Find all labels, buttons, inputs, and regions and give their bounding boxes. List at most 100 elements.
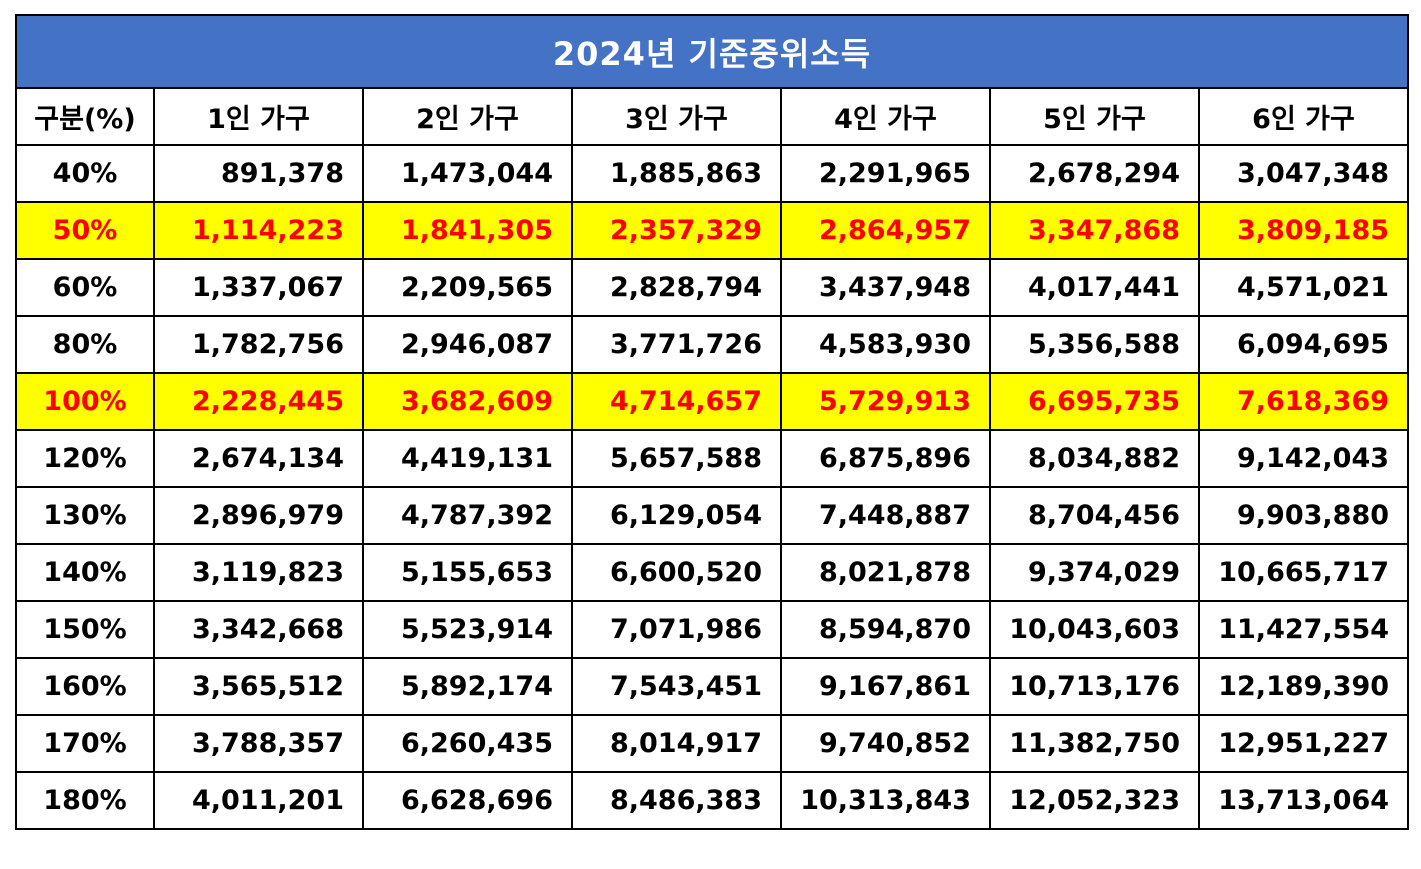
- income-cell-household-2: 5,892,174: [362, 657, 573, 716]
- income-cell-household-4: 3,437,948: [780, 258, 991, 317]
- table-title: 2024년 기준중위소득: [14, 14, 1410, 89]
- income-cell-household-5: 10,043,603: [989, 600, 1200, 659]
- income-cell-household-4: 9,167,861: [780, 657, 991, 716]
- income-cell-household-2: 1,473,044: [362, 144, 573, 203]
- title-row: 2024년 기준중위소득: [14, 14, 1410, 89]
- income-cell-household-3: 4,714,657: [571, 372, 782, 431]
- income-cell-household-6: 12,189,390: [1197, 657, 1410, 716]
- income-cell-household-4: 9,740,852: [780, 714, 991, 773]
- row-label: 100%: [15, 372, 155, 431]
- income-cell-household-2: 2,209,565: [362, 258, 573, 317]
- income-cell-household-5: 12,052,323: [989, 771, 1200, 830]
- income-cell-household-5: 5,356,588: [989, 315, 1200, 374]
- income-cell-household-3: 5,657,588: [571, 429, 782, 488]
- income-cell-household-2: 4,419,131: [362, 429, 573, 488]
- income-cell-household-4: 8,594,870: [780, 600, 991, 659]
- income-cell-household-5: 8,034,882: [989, 429, 1200, 488]
- income-cell-household-2: 2,946,087: [362, 315, 573, 374]
- table-body: 40% 891,378 1,473,044 1,885,863 2,291,965 2,6…: [15, 144, 1410, 830]
- header-row: 구분(%) 1인 가구 2인 가구 3인 가구 4인 가구 5인 가구 6인 가…: [15, 87, 1410, 146]
- income-cell-household-3: 2,828,794: [571, 258, 782, 317]
- income-cell-household-1: 4,011,201: [153, 771, 364, 830]
- income-cell-household-4: 10,313,843: [780, 771, 991, 830]
- table-row: 100% 2,228,445 3,682,609 4,714,657 5,729,913…: [15, 372, 1410, 431]
- row-label: 40%: [15, 144, 155, 203]
- income-cell-household-6: 11,427,554: [1197, 600, 1410, 659]
- income-cell-household-1: 2,896,979: [153, 486, 364, 545]
- income-cell-household-2: 3,682,609: [362, 372, 573, 431]
- income-cell-household-6: 6,094,695: [1197, 315, 1410, 374]
- header-household-4: 4인 가구: [780, 87, 991, 146]
- table-row: 40% 891,378 1,473,044 1,885,863 2,291,965 2,6…: [15, 144, 1410, 203]
- income-cell-household-2: 5,155,653: [362, 543, 573, 602]
- income-cell-household-2: 6,260,435: [362, 714, 573, 773]
- row-label: 160%: [15, 657, 155, 716]
- table-row: 80% 1,782,756 2,946,087 3,771,726 4,583,930 5…: [15, 315, 1410, 374]
- income-cell-household-1: 1,114,223: [153, 201, 364, 260]
- income-cell-household-3: 1,885,863: [571, 144, 782, 203]
- income-cell-household-3: 6,600,520: [571, 543, 782, 602]
- income-cell-household-5: 3,347,868: [989, 201, 1200, 260]
- income-cell-household-5: 9,374,029: [989, 543, 1200, 602]
- header-household-1: 1인 가구: [153, 87, 364, 146]
- median-income-table: 2024년 기준중위소득 구분(%) 1인 가구 2인 가구 3인 가구 4인 …: [14, 14, 1410, 830]
- income-cell-household-5: 10,713,176: [989, 657, 1200, 716]
- income-cell-household-4: 4,583,930: [780, 315, 991, 374]
- header-category: 구분(%): [15, 87, 155, 146]
- income-cell-household-4: 2,291,965: [780, 144, 991, 203]
- median-income-table-container: 2024년 기준중위소득 구분(%) 1인 가구 2인 가구 3인 가구 4인 …: [14, 14, 1410, 830]
- header-household-5: 5인 가구: [989, 87, 1200, 146]
- header-household-2: 2인 가구: [362, 87, 573, 146]
- row-label: 170%: [15, 714, 155, 773]
- income-cell-household-3: 2,357,329: [571, 201, 782, 260]
- income-cell-household-3: 8,486,383: [571, 771, 782, 830]
- income-cell-household-5: 8,704,456: [989, 486, 1200, 545]
- header-household-3: 3인 가구: [571, 87, 782, 146]
- income-cell-household-6: 12,951,227: [1197, 714, 1410, 773]
- income-cell-household-3: 3,771,726: [571, 315, 782, 374]
- income-cell-household-1: 3,565,512: [153, 657, 364, 716]
- income-cell-household-4: 7,448,887: [780, 486, 991, 545]
- table-row: 170% 3,788,357 6,260,435 8,014,917 9,740,852…: [15, 714, 1410, 773]
- income-cell-household-2: 4,787,392: [362, 486, 573, 545]
- income-cell-household-4: 2,864,957: [780, 201, 991, 260]
- row-label: 130%: [15, 486, 155, 545]
- row-label: 150%: [15, 600, 155, 659]
- income-cell-household-1: 1,337,067: [153, 258, 364, 317]
- income-cell-household-4: 8,021,878: [780, 543, 991, 602]
- income-cell-household-3: 7,543,451: [571, 657, 782, 716]
- income-cell-household-2: 5,523,914: [362, 600, 573, 659]
- income-cell-household-6: 13,713,064: [1197, 771, 1410, 830]
- income-cell-household-3: 8,014,917: [571, 714, 782, 773]
- income-cell-household-5: 2,678,294: [989, 144, 1200, 203]
- income-cell-household-1: 2,674,134: [153, 429, 364, 488]
- table-row: 120% 2,674,134 4,419,131 5,657,588 6,875,896…: [15, 429, 1410, 488]
- income-cell-household-1: 3,119,823: [153, 543, 364, 602]
- row-label: 60%: [15, 258, 155, 317]
- income-cell-household-3: 7,071,986: [571, 600, 782, 659]
- income-cell-household-6: 9,903,880: [1197, 486, 1410, 545]
- income-cell-household-6: 7,618,369: [1197, 372, 1410, 431]
- income-cell-household-6: 3,809,185: [1197, 201, 1410, 260]
- income-cell-household-1: 891,378: [153, 144, 364, 203]
- income-cell-household-6: 4,571,021: [1197, 258, 1410, 317]
- income-cell-household-4: 6,875,896: [780, 429, 991, 488]
- table-row: 60% 1,337,067 2,209,565 2,828,794 3,437,948 4…: [15, 258, 1410, 317]
- table-row: 130% 2,896,979 4,787,392 6,129,054 7,448,887…: [15, 486, 1410, 545]
- table-row: 160% 3,565,512 5,892,174 7,543,451 9,167,861…: [15, 657, 1410, 716]
- income-cell-household-6: 3,047,348: [1197, 144, 1410, 203]
- income-cell-household-1: 1,782,756: [153, 315, 364, 374]
- table-row: 140% 3,119,823 5,155,653 6,600,520 8,021,878…: [15, 543, 1410, 602]
- table-row: 50% 1,114,223 1,841,305 2,357,329 2,864,957 3…: [15, 201, 1410, 260]
- income-cell-household-2: 6,628,696: [362, 771, 573, 830]
- row-label: 50%: [15, 201, 155, 260]
- income-cell-household-4: 5,729,913: [780, 372, 991, 431]
- row-label: 120%: [15, 429, 155, 488]
- header-household-6: 6인 가구: [1197, 87, 1410, 146]
- row-label: 80%: [15, 315, 155, 374]
- income-cell-household-1: 3,342,668: [153, 600, 364, 659]
- income-cell-household-5: 11,382,750: [989, 714, 1200, 773]
- table-row: 180% 4,011,201 6,628,696 8,486,383 10,313,84…: [15, 771, 1410, 830]
- income-cell-household-6: 10,665,717: [1197, 543, 1410, 602]
- income-cell-household-2: 1,841,305: [362, 201, 573, 260]
